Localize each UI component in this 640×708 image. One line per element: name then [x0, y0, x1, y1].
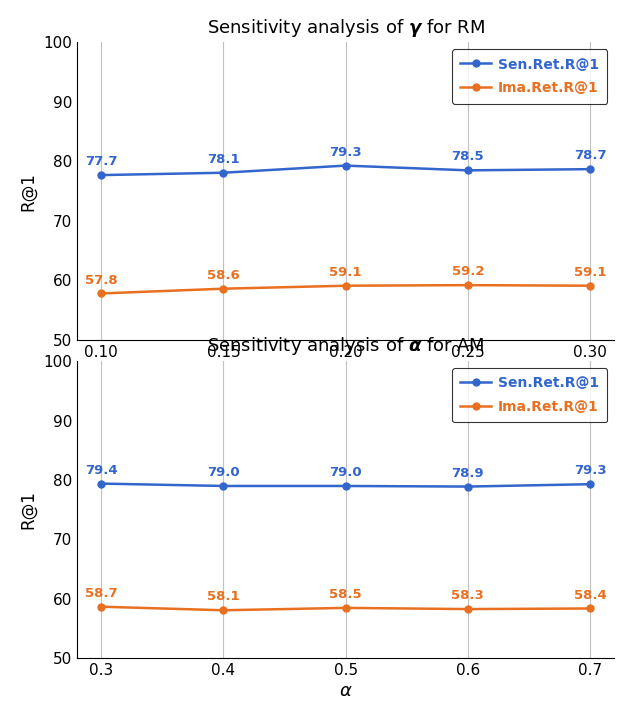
Ima.Ret.R@1 — [342, 604, 349, 612]
Legend: Sen.Ret.R@1, Ima.Ret.R@1: Sen.Ret.R@1, Ima.Ret.R@1 — [452, 50, 607, 104]
Text: 77.7: 77.7 — [85, 155, 118, 169]
Ima.Ret.R@1 — [220, 285, 227, 293]
Text: 79.4: 79.4 — [85, 464, 118, 476]
Text: 58.4: 58.4 — [573, 588, 606, 602]
Line: Sen.Ret.R@1: Sen.Ret.R@1 — [98, 162, 593, 178]
Text: 57.8: 57.8 — [85, 273, 118, 287]
Sen.Ret.R@1 — [464, 482, 472, 491]
Ima.Ret.R@1 — [97, 603, 105, 611]
Text: 58.7: 58.7 — [85, 587, 118, 600]
Text: 59.1: 59.1 — [573, 266, 606, 279]
Legend: Sen.Ret.R@1, Ima.Ret.R@1: Sen.Ret.R@1, Ima.Ret.R@1 — [452, 368, 607, 423]
Sen.Ret.R@1 — [342, 481, 349, 490]
Y-axis label: R@1: R@1 — [19, 491, 38, 529]
Sen.Ret.R@1 — [220, 169, 227, 177]
Line: Ima.Ret.R@1: Ima.Ret.R@1 — [98, 282, 593, 297]
Ima.Ret.R@1 — [586, 604, 594, 612]
Text: 58.1: 58.1 — [207, 590, 240, 603]
Sen.Ret.R@1 — [342, 161, 349, 170]
Text: 78.1: 78.1 — [207, 153, 240, 166]
Text: 79.0: 79.0 — [207, 466, 240, 479]
Text: 58.3: 58.3 — [451, 589, 484, 602]
Text: 58.6: 58.6 — [207, 269, 240, 282]
X-axis label: $\gamma$: $\gamma$ — [339, 364, 352, 382]
Line: Sen.Ret.R@1: Sen.Ret.R@1 — [98, 480, 593, 490]
Ima.Ret.R@1 — [97, 289, 105, 297]
Ima.Ret.R@1 — [342, 282, 349, 290]
Sen.Ret.R@1 — [220, 481, 227, 490]
Text: 59.1: 59.1 — [330, 266, 362, 279]
Ima.Ret.R@1 — [220, 606, 227, 615]
Sen.Ret.R@1 — [97, 479, 105, 488]
X-axis label: $\alpha$: $\alpha$ — [339, 683, 353, 700]
Text: 79.3: 79.3 — [573, 464, 606, 477]
Title: Sensitivity analysis of $\boldsymbol{\gamma}$ for RM: Sensitivity analysis of $\boldsymbol{\ga… — [207, 17, 484, 39]
Text: 59.2: 59.2 — [452, 266, 484, 278]
Title: Sensitivity analysis of $\boldsymbol{\alpha}$ for AM: Sensitivity analysis of $\boldsymbol{\al… — [207, 336, 484, 358]
Ima.Ret.R@1 — [464, 605, 472, 613]
Text: 58.5: 58.5 — [330, 588, 362, 601]
Sen.Ret.R@1 — [586, 165, 594, 173]
Sen.Ret.R@1 — [97, 171, 105, 179]
Sen.Ret.R@1 — [586, 480, 594, 489]
Text: 78.7: 78.7 — [573, 149, 606, 162]
Text: 78.5: 78.5 — [451, 150, 484, 164]
Text: 79.3: 79.3 — [330, 146, 362, 159]
Ima.Ret.R@1 — [464, 281, 472, 290]
Line: Ima.Ret.R@1: Ima.Ret.R@1 — [98, 603, 593, 614]
Text: 79.0: 79.0 — [330, 466, 362, 479]
Ima.Ret.R@1 — [586, 282, 594, 290]
Y-axis label: R@1: R@1 — [19, 172, 38, 210]
Text: 78.9: 78.9 — [451, 467, 484, 479]
Sen.Ret.R@1 — [464, 166, 472, 175]
